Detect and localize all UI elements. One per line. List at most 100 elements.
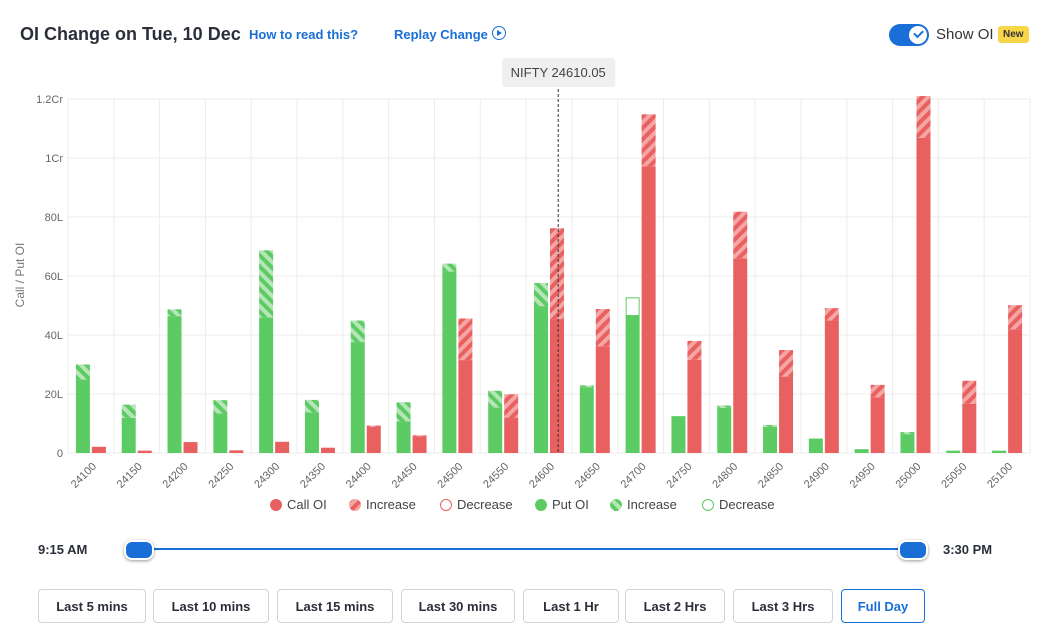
page-title: OI Change on Tue, 10 Dec (20, 24, 241, 44)
slider-end-handle[interactable] (898, 540, 928, 560)
put-oi-increase-bar (121, 404, 136, 418)
x-tick-label: 24700 (619, 461, 649, 491)
put-oi-bar (534, 306, 548, 453)
put-oi-bar (854, 449, 869, 453)
put-oi-increase-bar (259, 250, 274, 318)
call-oi-increase-bar (687, 340, 702, 360)
chart-legend: Call OI Increase Decrease Put OI Increase Dec… (270, 497, 775, 512)
call-oi-increase-bar (366, 425, 381, 428)
legend-call-decrease-icon (440, 499, 452, 511)
put-oi-bar (579, 387, 594, 453)
call-oi-increase-bar (641, 114, 656, 167)
x-tick-label: 24150 (115, 461, 145, 491)
put-oi-bar (259, 317, 274, 453)
put-oi-increase-bar (167, 309, 182, 317)
put-oi-increase-bar (396, 402, 411, 422)
x-tick-label: 24550 (481, 461, 511, 491)
slider-start-handle[interactable] (124, 540, 154, 560)
last-15-mins-button[interactable]: Last 15 mins (277, 589, 393, 623)
call-oi-bar (275, 441, 290, 453)
call-oi-bar (687, 359, 702, 453)
last-2-hrs-button[interactable]: Last 2 Hrs (625, 589, 725, 623)
x-axis: 24100 24150 24200 24250 24300 24350 24400 24450… (69, 461, 1015, 491)
show-oi-toggle[interactable] (889, 24, 929, 46)
legend-put-decrease-icon (702, 499, 714, 511)
call-oi-increase-bar (824, 308, 839, 321)
x-tick-label: 25050 (939, 461, 969, 491)
put-oi-bar (350, 342, 365, 453)
new-badge: New (998, 26, 1029, 43)
last-3-hrs-button[interactable]: Last 3 Hrs (733, 589, 833, 623)
spot-label: NIFTY 24610.05 (511, 65, 606, 80)
time-start-label: 9:15 AM (38, 542, 88, 557)
call-oi-bar (641, 166, 656, 453)
last-10-mins-button[interactable]: Last 10 mins (153, 589, 269, 623)
call-oi-increase-bar (870, 384, 885, 398)
x-tick-label: 24900 (802, 461, 832, 491)
legend-call-decrease-label: Decrease (457, 497, 513, 512)
call-oi-increase-bar (595, 309, 610, 347)
put-oi-increase-bar (534, 283, 548, 307)
call-oi-increase-bar (1008, 305, 1023, 330)
put-oi-bar (121, 417, 136, 453)
x-tick-label: 24650 (573, 461, 603, 491)
play-circle-icon[interactable] (492, 26, 506, 40)
put-oi-bar (763, 426, 778, 453)
put-oi-bar (396, 421, 411, 453)
last-30-mins-button[interactable]: Last 30 mins (401, 589, 515, 623)
x-tick-label: 24250 (206, 461, 236, 491)
put-oi-bar (304, 412, 319, 453)
call-oi-increase-bar (962, 380, 977, 404)
call-oi-bar (366, 427, 381, 453)
slider-track[interactable] (138, 548, 912, 550)
time-end-label: 3:30 PM (943, 542, 993, 557)
chart-header: OI Change on Tue, 10 Dec How to read thi… (0, 0, 1046, 70)
legend-put-increase-icon (610, 499, 622, 511)
x-tick-label: 24200 (161, 461, 191, 491)
last-5-mins-button[interactable]: Last 5 mins (38, 589, 146, 623)
put-oi-bar (946, 450, 961, 453)
put-oi-increase-bar (350, 320, 365, 343)
put-oi-increase-bar (763, 424, 778, 427)
x-tick-label: 24950 (848, 461, 878, 491)
x-tick-label: 24350 (298, 461, 328, 491)
call-oi-bar (779, 376, 794, 453)
last-1-hr-button[interactable]: Last 1 Hr (523, 589, 619, 623)
call-oi-bar (229, 450, 244, 453)
put-oi-bar (213, 413, 228, 453)
put-oi-decrease-bar (625, 297, 640, 317)
x-tick-label: 24300 (252, 461, 282, 491)
replay-change-link[interactable]: Replay Change (394, 27, 488, 42)
full-day-button[interactable]: Full Day (841, 589, 925, 623)
x-tick-label: 24450 (390, 461, 420, 491)
call-oi-increase-bar (550, 228, 564, 320)
call-oi-bar (137, 450, 152, 453)
spot-marker: NIFTY 24610.05 (502, 58, 616, 453)
check-icon (909, 26, 927, 44)
y-tick-label: 1Cr (45, 153, 63, 165)
put-oi-bar (167, 316, 182, 453)
call-oi-increase-bar (916, 96, 931, 138)
call-oi-bar (183, 442, 198, 453)
call-oi-bar (962, 403, 977, 453)
legend-call-increase-icon (349, 499, 361, 511)
x-tick-label: 25100 (985, 461, 1015, 491)
put-oi-increase-bar (717, 405, 732, 408)
call-oi-bar (733, 258, 748, 453)
call-oi-bar (550, 319, 564, 453)
x-tick-label: 24100 (69, 461, 99, 491)
put-oi-increase-bar (75, 364, 90, 380)
how-to-read-link[interactable]: How to read this? (249, 27, 359, 42)
x-tick-label: 24850 (756, 461, 786, 491)
call-oi-increase-bar (733, 211, 748, 259)
put-oi-bar (900, 434, 915, 453)
y-tick-label: 1.2Cr (36, 94, 63, 106)
put-oi-bar (625, 315, 640, 453)
x-tick-label: 25000 (893, 461, 923, 491)
put-oi-bar (717, 407, 732, 453)
put-oi-bar (442, 271, 457, 453)
y-tick-label: 0 (57, 448, 63, 460)
x-tick-label: 24400 (344, 461, 374, 491)
y-tick-label: 40L (45, 330, 63, 342)
time-range-slider: 9:15 AM 3:30 PM (0, 530, 1046, 570)
